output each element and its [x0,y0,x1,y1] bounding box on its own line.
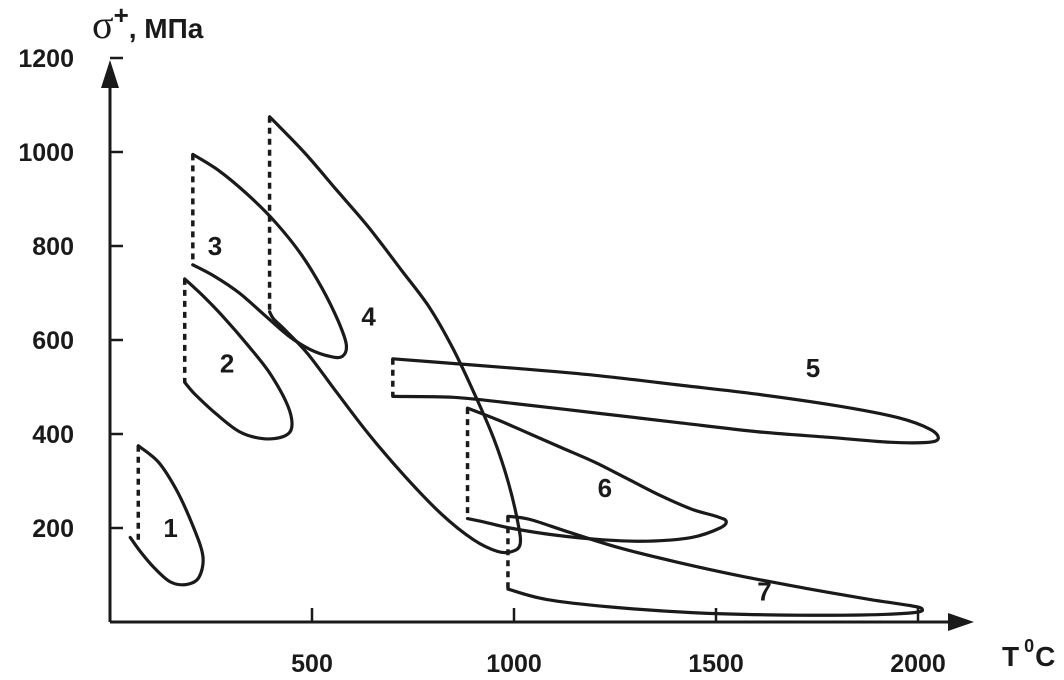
y-axis-arrowhead [101,60,119,88]
region-outline [268,115,523,555]
y-axis-symbol: σ [92,2,114,47]
y-tick-label: 400 [32,421,74,449]
region-label: 6 [598,473,612,503]
region-1: 1 [128,444,205,587]
region-label: 7 [757,576,771,606]
y-axis-superscript: + [114,0,129,30]
y-ticks: 200 400 600 800 1000 1200 [18,45,123,543]
region-label: 3 [208,231,222,261]
y-tick-label: 1200 [18,45,74,73]
region-label: 2 [220,349,234,379]
region-outline [191,152,349,360]
y-tick-label: 200 [32,515,74,543]
region-label: 5 [806,353,820,383]
x-axis-title: T 0C [1002,636,1055,672]
region-outline [128,444,205,587]
region-outline [465,406,728,543]
x-axis-arrowhead [948,613,974,631]
axes [101,60,974,631]
x-tick-label: 1500 [688,650,744,678]
x-tick-label: 500 [291,650,333,678]
region-7: 7 [506,514,925,617]
x-axis-unit: C [1035,641,1055,672]
region-outline [391,357,940,445]
x-tick-label: 1000 [486,650,542,678]
region-label: 4 [361,302,376,332]
x-ticks: 500 1000 1500 2000 [291,608,946,678]
region-label: 1 [163,513,177,543]
y-tick-label: 1000 [18,139,74,167]
y-tick-label: 600 [32,327,74,355]
region-outline [183,277,294,441]
y-axis-unit: , МПа [129,13,204,44]
region-4: 4 [267,115,523,555]
region-6: 6 [465,406,728,543]
regions: 1 2 3 4 5 6 7 [128,115,940,617]
region-outline [506,514,925,617]
y-tick-label: 800 [32,233,74,261]
x-axis-symbol: T [1002,641,1019,672]
y-axis-title: σ+, МПа [92,0,204,47]
region-5: 5 [391,353,940,445]
region-3: 3 [191,152,349,360]
region-2: 2 [182,277,294,441]
x-axis-superscript: 0 [1024,636,1034,656]
x-tick-label: 2000 [890,650,946,678]
